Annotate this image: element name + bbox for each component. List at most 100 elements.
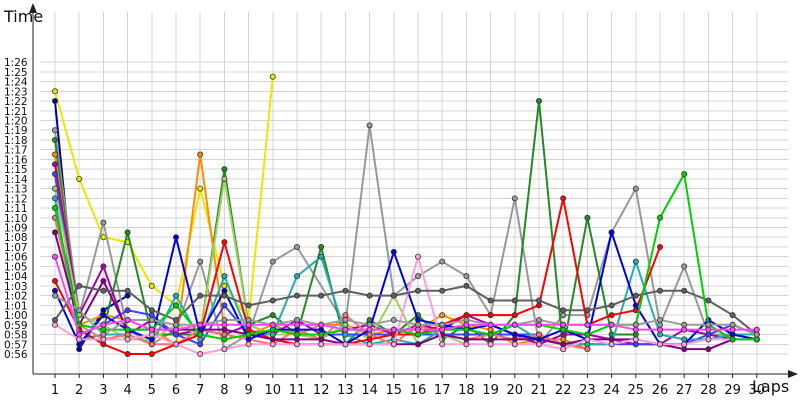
data-point <box>100 331 107 338</box>
data-point <box>148 341 155 348</box>
data-point <box>124 307 131 314</box>
series-line <box>54 197 661 355</box>
data-point <box>100 341 107 348</box>
series-line <box>54 284 758 336</box>
data-point <box>705 297 712 304</box>
data-point <box>100 278 107 285</box>
y-tick-label: 1:18 <box>4 135 28 147</box>
series-15 <box>52 282 760 338</box>
y-tick-label: 1:00 <box>4 310 28 322</box>
data-point <box>148 282 155 289</box>
series-line <box>54 177 467 346</box>
data-point <box>657 326 664 333</box>
data-point <box>608 302 615 309</box>
data-point <box>52 321 59 328</box>
x-tick-label: 26 <box>652 383 669 398</box>
data-point <box>197 258 204 265</box>
data-point <box>172 302 179 309</box>
data-point <box>463 316 470 323</box>
data-point <box>560 326 567 333</box>
data-point <box>705 326 712 333</box>
data-point <box>318 321 325 328</box>
data-point <box>511 331 518 338</box>
data-point <box>657 287 664 294</box>
series-line <box>54 294 758 336</box>
x-tick-label: 3 <box>99 383 107 398</box>
data-point <box>463 282 470 289</box>
data-point <box>463 326 470 333</box>
data-point <box>52 253 59 260</box>
data-point <box>52 127 59 134</box>
data-point <box>560 331 567 338</box>
data-point <box>124 287 131 294</box>
data-point <box>172 331 179 338</box>
data-point <box>221 282 228 289</box>
data-point <box>632 302 639 309</box>
x-tick-label: 25 <box>628 383 645 398</box>
y-tick-label: 1:21 <box>4 106 28 118</box>
data-point <box>100 321 107 328</box>
x-tick-label: 16 <box>410 383 427 398</box>
data-point <box>414 341 421 348</box>
data-point <box>657 341 664 348</box>
x-tick-label: 8 <box>220 383 228 398</box>
x-tick-label: 9 <box>244 383 252 398</box>
y-axis-arrow-icon <box>29 3 37 13</box>
data-point <box>608 312 615 319</box>
x-axis-title: Laps <box>752 377 789 396</box>
data-point <box>657 316 664 323</box>
y-tick-label: 1:17 <box>4 145 28 157</box>
data-point <box>52 316 59 323</box>
data-point <box>197 331 204 338</box>
data-point <box>439 312 446 319</box>
data-point <box>221 316 228 323</box>
series-line <box>54 256 757 336</box>
y-tick-label: 1:26 <box>4 57 28 69</box>
data-point <box>293 321 300 328</box>
x-axis-arrow-icon <box>788 370 798 378</box>
data-point <box>293 336 300 343</box>
data-point <box>52 287 59 294</box>
y-tick-label: 1:04 <box>4 271 28 283</box>
data-point <box>245 321 252 328</box>
x-tick-label: 4 <box>123 383 131 398</box>
data-point <box>318 326 325 333</box>
x-tick-label: 21 <box>531 383 548 398</box>
data-point <box>293 292 300 299</box>
data-point <box>366 292 373 299</box>
data-point <box>729 336 736 343</box>
data-point <box>414 287 421 294</box>
series-line <box>54 255 757 355</box>
data-point <box>100 234 107 241</box>
y-tick-label: 1:19 <box>4 125 28 137</box>
data-point <box>221 287 228 294</box>
data-point <box>100 263 107 270</box>
data-point <box>632 326 639 333</box>
data-point <box>753 336 760 343</box>
data-point <box>632 336 639 343</box>
data-point <box>487 326 494 333</box>
data-point <box>100 336 107 343</box>
data-point <box>221 175 228 182</box>
data-point <box>632 292 639 299</box>
data-point <box>221 336 228 343</box>
data-point <box>245 341 252 348</box>
data-point <box>76 175 83 182</box>
x-tick-label: 5 <box>148 383 156 398</box>
data-point <box>632 258 639 265</box>
data-point <box>608 341 615 348</box>
x-tick-label: 13 <box>337 383 354 398</box>
data-point <box>487 321 494 328</box>
data-point <box>366 122 373 129</box>
data-point <box>124 336 131 343</box>
data-point <box>414 321 421 328</box>
data-point <box>269 312 276 319</box>
data-point <box>269 326 276 333</box>
y-tick-label: 1:22 <box>4 96 28 108</box>
data-point <box>584 307 591 314</box>
data-point <box>245 336 252 343</box>
data-point <box>100 287 107 294</box>
data-point <box>318 253 325 260</box>
data-point <box>52 136 59 143</box>
data-point <box>463 336 470 343</box>
